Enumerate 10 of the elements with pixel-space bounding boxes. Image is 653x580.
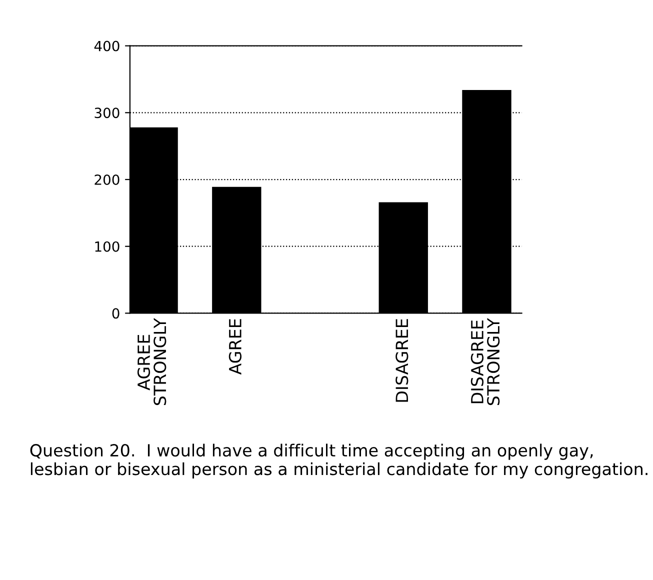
text: Question 20. I would have a difficult time accepting an openly gay, lesbian or bisexual person as a ministerial candidate for my congregation. <box>30 444 648 478</box>
y-tick-label: 400 <box>94 40 120 52</box>
y-tick-label: 0 <box>112 308 120 319</box>
x-tick-label: DISAGREE STRONGLY <box>470 318 500 406</box>
x-tick-label: AGREE STRONGLY <box>137 318 166 406</box>
y-tick-label: 300 <box>94 108 120 118</box>
y-tick-label: 100 <box>95 241 120 252</box>
y-tick-label: 200 <box>94 174 120 185</box>
x-tick-label: DISAGREE <box>396 319 408 402</box>
x-tick-label: AGREE <box>228 319 242 375</box>
